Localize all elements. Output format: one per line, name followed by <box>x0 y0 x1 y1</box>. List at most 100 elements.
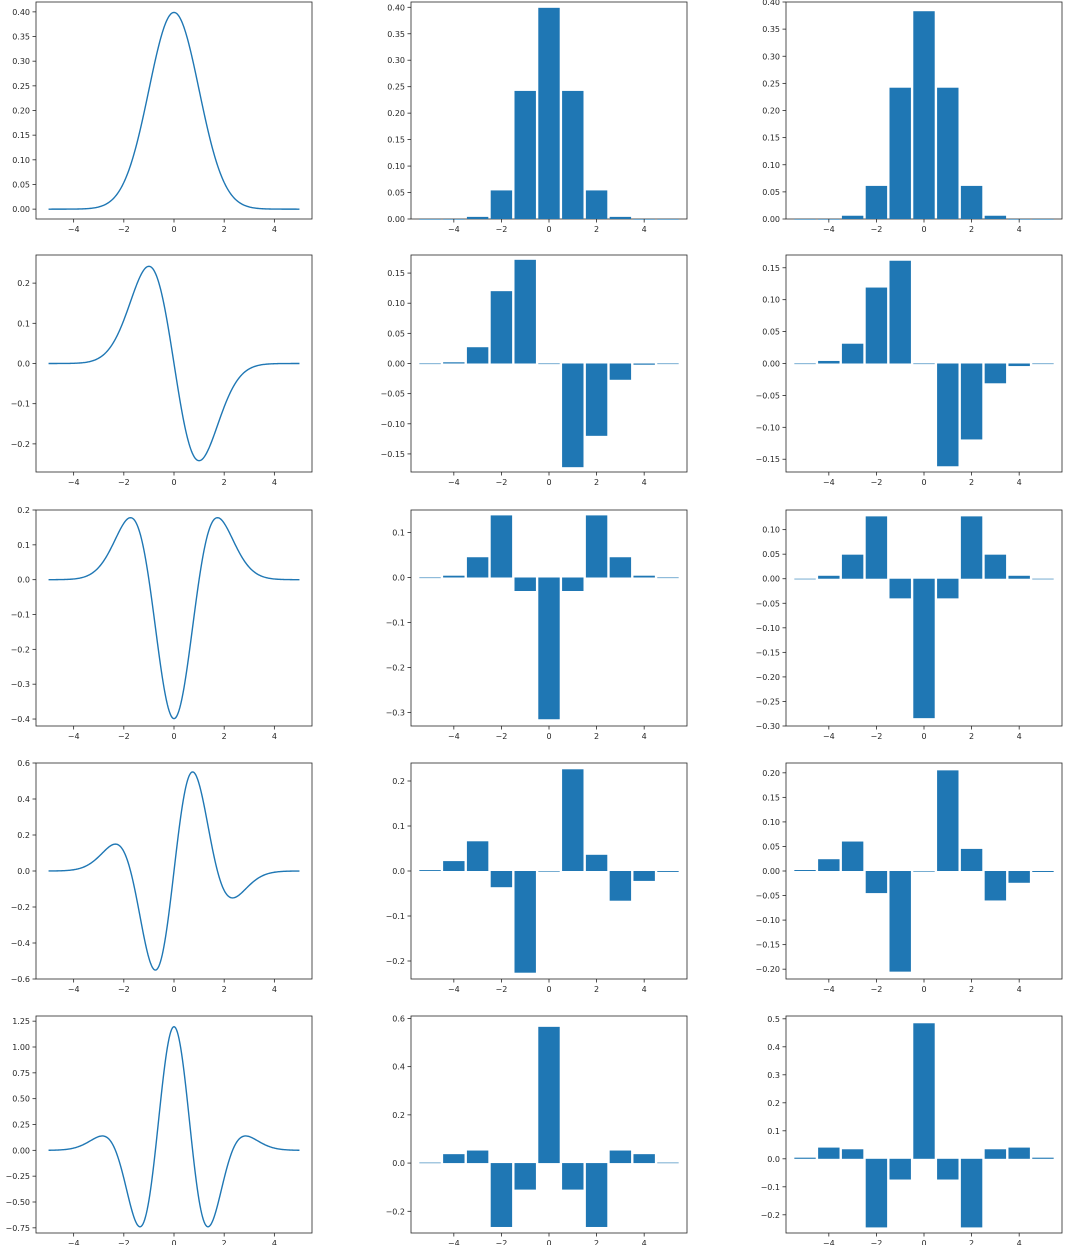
bar <box>913 1023 935 1159</box>
x-tick-label: −2 <box>118 478 130 487</box>
x-tick-label: 4 <box>642 478 647 487</box>
x-tick-label: 0 <box>546 732 551 741</box>
x-tick-label: 0 <box>921 225 926 234</box>
bar <box>609 363 632 380</box>
x-tick-label: 0 <box>171 1239 176 1245</box>
bar <box>937 363 959 467</box>
y-tick-label: −0.50 <box>5 1198 30 1207</box>
x-tick-label: 0 <box>921 985 926 994</box>
y-tick-label: 0.00 <box>12 205 30 214</box>
subplot-r1-c2: −4 −2 0 2 4 0.00 0.05 0.10 0.15 0.20 0.25 0.30 0.35 0… <box>387 1 688 234</box>
subplot-r4-c3: −4 −2 0 2 4 −0.20 −0.15 −0.10 −0.05 0.00 0.05 0.10 0… <box>755 762 1063 994</box>
y-tick-label: 0.05 <box>387 189 405 198</box>
y-tick-label: 0.05 <box>762 328 780 337</box>
x-tick-label: 4 <box>1017 1239 1022 1245</box>
bar <box>960 848 983 871</box>
x-tick-label: −2 <box>871 225 883 234</box>
bar <box>818 360 840 364</box>
x-tick-label: −4 <box>68 985 80 994</box>
bar <box>585 363 608 436</box>
subplot-r5-c2: −4 −2 0 2 4 −0.2 0.0 0.2 0.4 0.6 <box>386 1014 688 1248</box>
series-line <box>48 1025 300 1228</box>
y-tick-label: 0.1 <box>17 319 30 328</box>
y-tick-label: 0.40 <box>762 0 780 7</box>
bar <box>865 516 888 579</box>
x-tick-label: 2 <box>969 478 974 487</box>
y-tick-label: −0.1 <box>386 912 405 921</box>
x-tick-label: 4 <box>642 732 647 741</box>
y-tick-label: −0.20 <box>755 673 780 682</box>
bar <box>514 1163 536 1190</box>
bar <box>443 575 465 578</box>
y-tick-label: −0.2 <box>386 1207 405 1216</box>
bar <box>443 861 465 871</box>
y-tick-label: −0.10 <box>755 423 780 432</box>
x-tick-label: −2 <box>496 985 508 994</box>
x-tick-label: 4 <box>642 225 647 234</box>
y-tick-label: −0.15 <box>755 648 780 657</box>
bar <box>514 577 536 591</box>
x-tick-label: 0 <box>921 732 926 741</box>
y-tick-label: −0.25 <box>5 1172 30 1181</box>
bar <box>1032 871 1054 872</box>
x-tick-label: −4 <box>448 1239 460 1245</box>
y-tick-label: −0.2 <box>11 645 30 654</box>
bar <box>609 557 632 578</box>
bar <box>937 1158 959 1180</box>
y-tick-label: 0.2 <box>767 1099 780 1108</box>
x-tick-label: 0 <box>921 1239 926 1245</box>
bar <box>657 363 679 365</box>
y-tick-label: 0.35 <box>12 33 30 42</box>
y-tick-label: 1.00 <box>12 1043 30 1052</box>
x-tick-label: 4 <box>1017 985 1022 994</box>
bar <box>1008 1147 1030 1159</box>
bar <box>841 343 864 364</box>
y-tick-label: 0.40 <box>12 8 30 17</box>
bar <box>514 90 536 219</box>
y-tick-label: 0.25 <box>12 82 30 91</box>
y-tick-label: 0.0 <box>392 1159 405 1168</box>
bar <box>913 578 935 719</box>
bar <box>960 516 983 579</box>
y-tick-label: −0.2 <box>386 957 405 966</box>
x-tick-label: −4 <box>68 1239 80 1245</box>
y-tick-label: −0.4 <box>11 939 30 948</box>
y-tick-label: 0.10 <box>762 818 780 827</box>
x-tick-label: −2 <box>496 1239 508 1245</box>
series-line <box>48 516 300 720</box>
y-tick-label: −0.2 <box>11 903 30 912</box>
y-tick-label: 0.4 <box>392 1063 405 1072</box>
bar <box>865 185 888 219</box>
y-tick-label: 0.15 <box>762 264 780 273</box>
bar <box>889 1158 911 1180</box>
bar <box>514 871 536 973</box>
x-tick-label: −4 <box>448 732 460 741</box>
bar <box>657 577 679 579</box>
y-tick-label: 0.25 <box>762 79 780 88</box>
bar <box>657 871 679 872</box>
bar <box>466 557 489 578</box>
y-tick-label: −0.1 <box>761 1183 780 1192</box>
bar <box>841 215 864 219</box>
bar <box>490 1163 513 1227</box>
x-tick-label: −2 <box>496 478 508 487</box>
x-tick-label: −2 <box>871 1239 883 1245</box>
x-tick-label: −2 <box>871 985 883 994</box>
y-tick-label: 0.2 <box>17 506 30 515</box>
y-tick-label: 0.30 <box>762 52 780 61</box>
subplot-r5-c1: −4 −2 0 2 4 −0.75 −0.50 −0.25 0.00 0.25 0.50 0.75 1.… <box>5 1015 313 1248</box>
y-tick-label: 0.00 <box>762 575 780 584</box>
y-tick-label: 0.20 <box>12 107 30 116</box>
subplot-r4-c2: −4 −2 0 2 4 −0.2 −0.1 0.0 0.1 0.2 <box>386 762 688 994</box>
bar <box>913 11 935 219</box>
y-tick-label: 0.10 <box>762 296 780 305</box>
bar <box>984 363 1007 384</box>
series-line <box>48 265 300 462</box>
y-tick-label: 0.10 <box>12 156 30 165</box>
x-tick-label: 0 <box>171 225 176 234</box>
y-tick-label: 0.30 <box>12 57 30 66</box>
x-tick-label: −2 <box>118 985 130 994</box>
bar <box>818 575 840 579</box>
bar <box>562 363 584 468</box>
bar <box>913 363 935 365</box>
